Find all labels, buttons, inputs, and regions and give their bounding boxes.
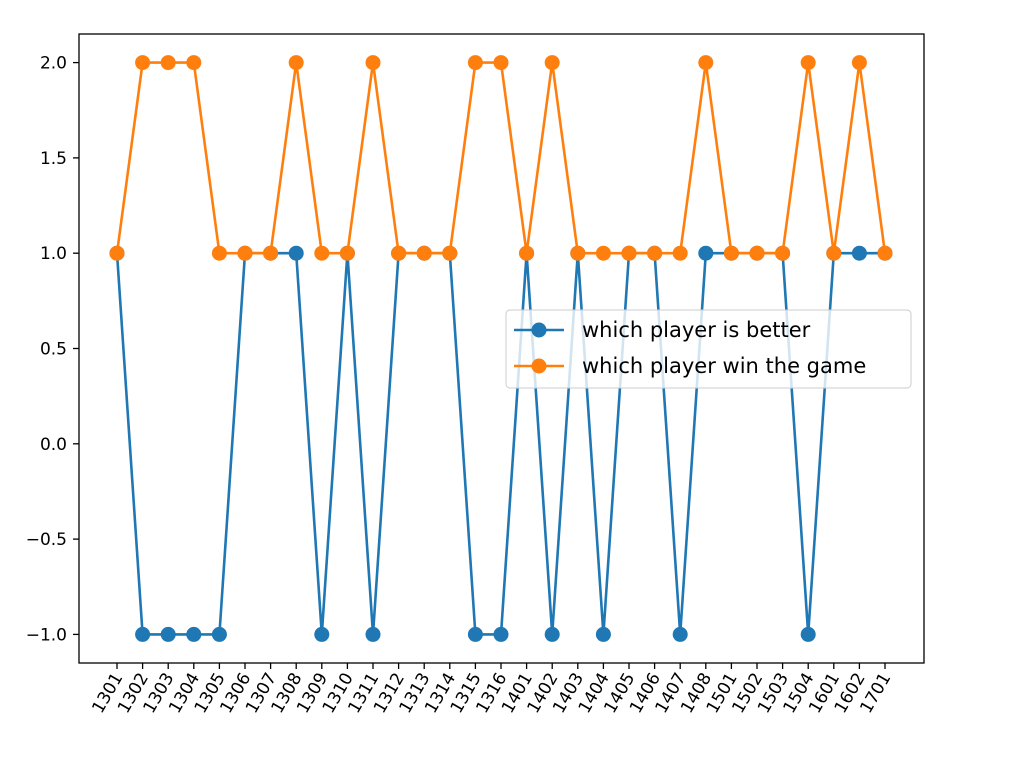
- data-point: [391, 245, 407, 261]
- data-point: [365, 55, 381, 71]
- data-point: [365, 626, 381, 642]
- data-point: [672, 245, 688, 261]
- data-point: [160, 55, 176, 71]
- data-point: [851, 245, 867, 261]
- data-point: [647, 245, 663, 261]
- data-point: [800, 626, 816, 642]
- data-point: [211, 245, 227, 261]
- series-layer: [109, 55, 893, 642]
- series-line-1: [115, 61, 887, 255]
- data-point: [288, 55, 304, 71]
- data-point: [442, 245, 458, 261]
- data-point: [519, 245, 535, 261]
- data-point: [493, 55, 509, 71]
- y-tick-label: −1.0: [26, 625, 67, 645]
- legend-marker-1: [531, 358, 547, 374]
- y-tick-label: 1.0: [40, 244, 67, 264]
- data-point: [109, 245, 125, 261]
- data-point: [544, 55, 560, 71]
- y-tick-label: 0.5: [40, 340, 67, 360]
- data-point: [263, 245, 279, 261]
- data-point: [672, 626, 688, 642]
- data-point: [544, 626, 560, 642]
- data-point: [800, 55, 816, 71]
- data-point: [135, 626, 151, 642]
- y-tick-label: 2.0: [40, 54, 67, 74]
- data-point: [467, 55, 483, 71]
- data-point: [186, 55, 202, 71]
- data-point: [595, 626, 611, 642]
- y-tick-label: 1.5: [40, 149, 67, 169]
- data-point: [595, 245, 611, 261]
- data-point: [314, 626, 330, 642]
- data-point: [314, 245, 330, 261]
- data-point: [877, 245, 893, 261]
- data-point: [160, 626, 176, 642]
- legend-label-0: which player is better: [582, 318, 811, 342]
- y-tick-label: −0.5: [26, 530, 67, 550]
- legend-item-0: which player is better: [514, 318, 811, 342]
- data-point: [698, 55, 714, 71]
- data-point: [416, 245, 432, 261]
- data-point: [211, 626, 227, 642]
- data-point: [570, 245, 586, 261]
- data-point: [467, 626, 483, 642]
- legend: which player is better which player win t…: [505, 309, 912, 389]
- data-point: [493, 626, 509, 642]
- data-point: [723, 245, 739, 261]
- data-point: [288, 245, 304, 261]
- legend-box: [505, 309, 912, 389]
- data-point: [826, 245, 842, 261]
- legend-marker-0: [531, 322, 547, 338]
- data-point: [749, 245, 765, 261]
- data-point: [186, 626, 202, 642]
- legend-item-1: which player win the game: [514, 354, 866, 378]
- series-0: [109, 245, 893, 642]
- data-point: [135, 55, 151, 71]
- y-tick-label: 0.0: [40, 435, 67, 455]
- data-point: [339, 245, 355, 261]
- data-point: [698, 245, 714, 261]
- data-point: [851, 55, 867, 71]
- legend-label-1: which player win the game: [582, 354, 866, 378]
- data-point: [775, 245, 791, 261]
- data-point: [621, 245, 637, 261]
- series-1: [109, 55, 893, 261]
- data-point: [237, 245, 253, 261]
